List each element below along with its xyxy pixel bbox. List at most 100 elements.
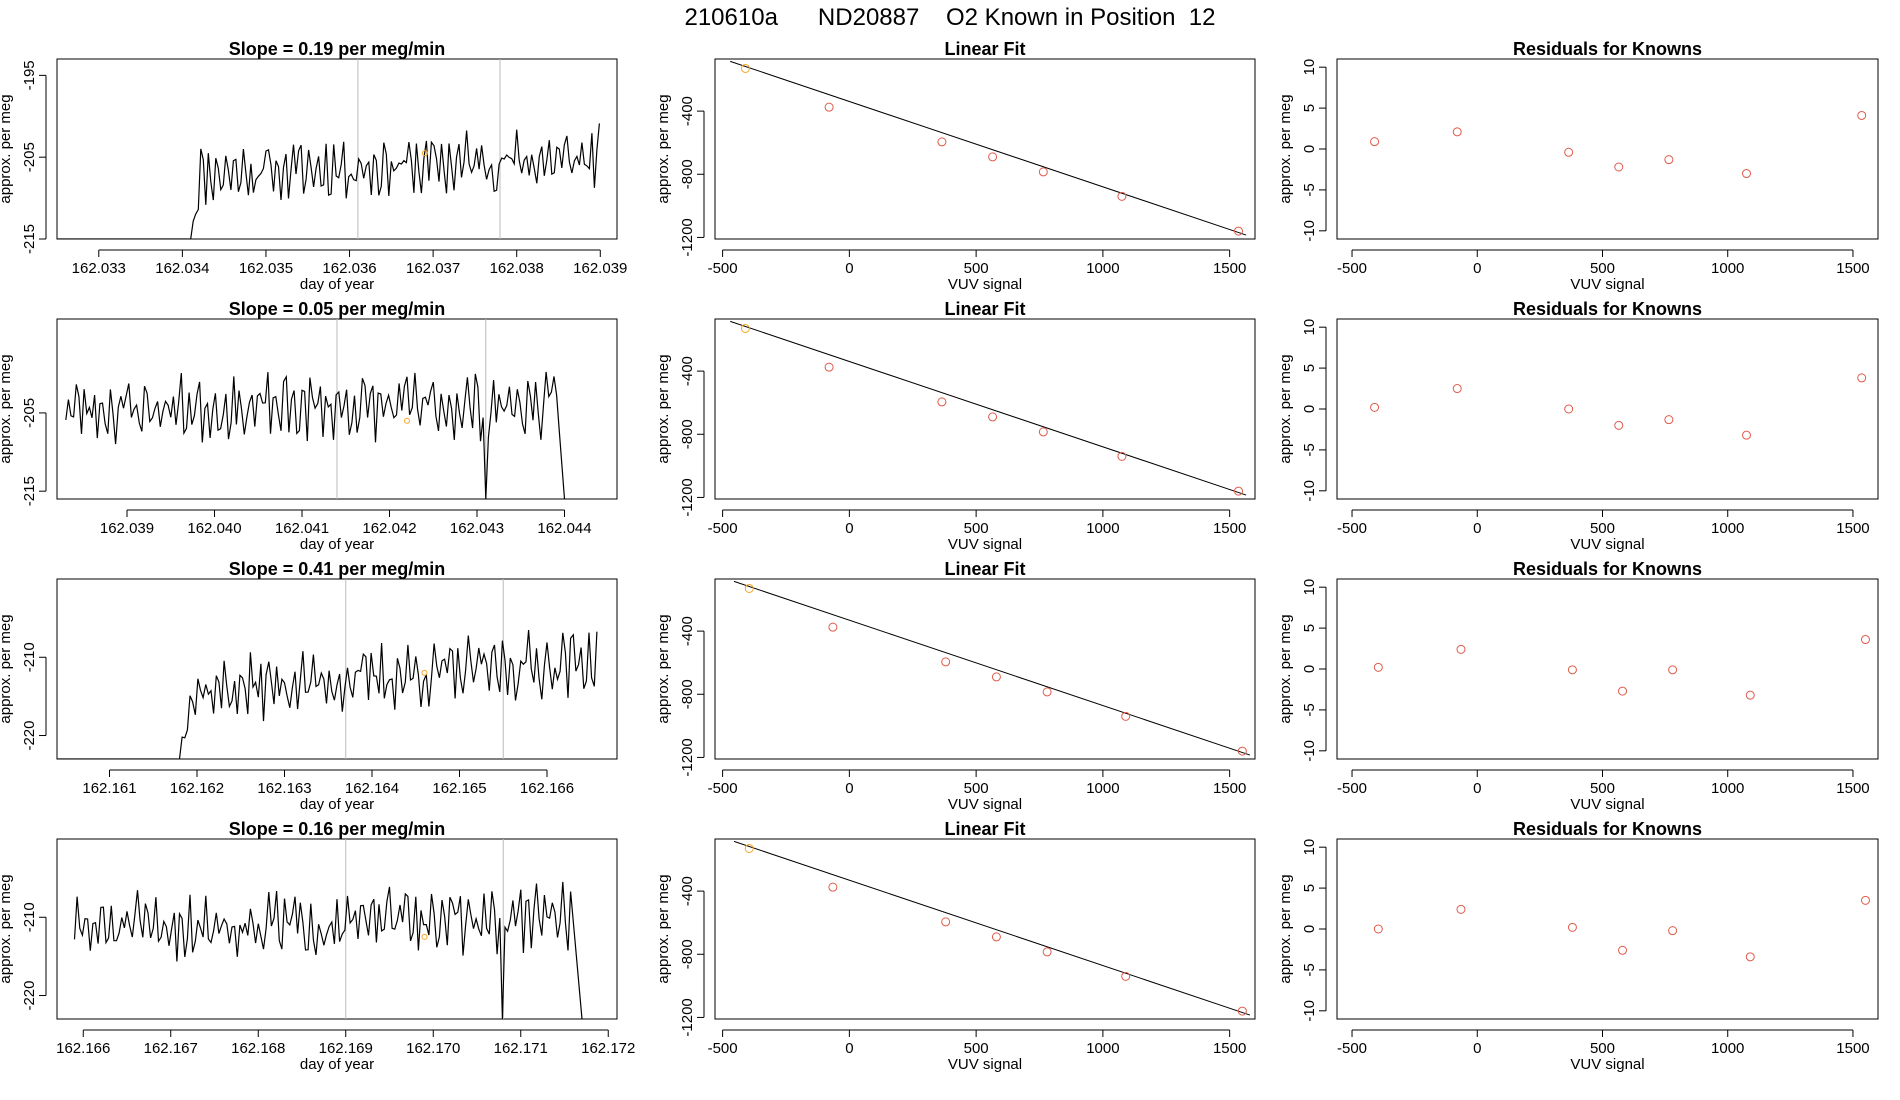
- x-tick-label: 162.040: [187, 520, 241, 537]
- known-point: [1564, 404, 1574, 414]
- x-tick-label: 500: [1590, 1040, 1615, 1057]
- x-tick-label: 162.041: [275, 520, 329, 537]
- signal-trace: [65, 371, 566, 499]
- current-sample-point: [740, 323, 750, 333]
- y-axis-label: approx. per meg: [1277, 614, 1294, 723]
- x-tick-label: 1000: [1086, 1040, 1119, 1057]
- panel-3: Slope = 0.16 per meg/min 162.166 162.167 16…: [0, 819, 635, 1073]
- x-tick-label: -500: [708, 1040, 738, 1057]
- x-tick-label: 162.043: [450, 520, 504, 537]
- x-tick-label: 162.169: [319, 1040, 373, 1057]
- y-tick-label: -215: [21, 224, 38, 254]
- y-tick-label: 10: [1301, 319, 1318, 336]
- x-tick-label: 1500: [1213, 780, 1246, 797]
- plot-frame: [1336, 58, 1879, 240]
- y-axis-label: approx. per meg: [1277, 94, 1294, 203]
- y-tick-label: -400: [679, 356, 696, 386]
- x-axis-label: day of year: [300, 796, 374, 813]
- known-point: [828, 882, 838, 892]
- plot-frame: [1336, 838, 1879, 1020]
- known-point: [824, 102, 834, 112]
- known-point: [991, 932, 1001, 942]
- panel-title: Linear Fit: [944, 559, 1025, 579]
- x-tick-label: 0: [845, 520, 853, 537]
- current-sample-marker: [421, 933, 428, 940]
- known-point: [1664, 155, 1674, 165]
- x-tick-label: 1000: [1086, 780, 1119, 797]
- y-tick-label: -1200: [679, 218, 696, 256]
- y-tick-label: -215: [21, 476, 38, 506]
- x-tick-label: 162.168: [231, 1040, 285, 1057]
- x-tick-label: 162.172: [581, 1040, 635, 1057]
- known-point: [1614, 162, 1624, 172]
- panel-title: Linear Fit: [944, 39, 1025, 59]
- y-tick-label: 0: [1301, 405, 1318, 413]
- x-tick-label: 162.039: [573, 260, 627, 277]
- known-point: [1857, 373, 1867, 383]
- plot-area: [57, 579, 598, 759]
- known-point: [988, 412, 998, 422]
- page-title: 210610a ND20887 O2 Known in Position 12: [684, 4, 1216, 31]
- panel-title: Slope = 0.16 per meg/min: [229, 819, 446, 839]
- panel-title: Residuals for Knowns: [1513, 819, 1702, 839]
- y-tick-label: 5: [1301, 104, 1318, 112]
- panel-title: Residuals for Knowns: [1513, 299, 1702, 319]
- current-sample-point: [740, 63, 750, 73]
- plot-frame: [714, 318, 1256, 500]
- x-tick-label: 162.170: [406, 1040, 460, 1057]
- current-sample-marker: [421, 669, 428, 676]
- y-tick-label: -5: [1301, 443, 1318, 456]
- y-tick-label: -205: [21, 398, 38, 428]
- x-tick-label: 1500: [1213, 260, 1246, 277]
- x-axis-label: VUV signal: [948, 536, 1022, 553]
- signal-trace: [57, 629, 598, 759]
- plot-area: [730, 320, 1247, 496]
- known-point: [1370, 402, 1380, 412]
- panel-title: Linear Fit: [944, 299, 1025, 319]
- panel-8: Residuals for Knowns -500 0 500 1000 1500 VUV …: [1277, 39, 1879, 293]
- panel-6: Linear Fit -500 0 500 1000 1500 VUV signal -120…: [655, 559, 1256, 813]
- x-tick-label: 1000: [1711, 520, 1744, 537]
- x-tick-label: 1000: [1086, 520, 1119, 537]
- y-tick-label: -195: [21, 60, 38, 90]
- x-axis-label: VUV signal: [1570, 1056, 1644, 1073]
- known-point: [1564, 147, 1574, 157]
- x-tick-label: 500: [1590, 780, 1615, 797]
- plot-area: [73, 839, 583, 1019]
- known-point: [1117, 451, 1127, 461]
- x-axis-label: day of year: [300, 1056, 374, 1073]
- x-axis-label: day of year: [300, 536, 374, 553]
- y-tick-label: -400: [679, 96, 696, 126]
- current-sample-point: [744, 843, 754, 853]
- y-tick-label: -800: [679, 939, 696, 969]
- x-tick-label: 162.039: [100, 520, 154, 537]
- panel-title: Residuals for Knowns: [1513, 559, 1702, 579]
- plot-area: [1373, 895, 1870, 962]
- x-tick-label: 1500: [1836, 1040, 1869, 1057]
- y-tick-label: -210: [21, 642, 38, 672]
- x-tick-label: -500: [1337, 520, 1367, 537]
- current-sample-point: [744, 583, 754, 593]
- fit-line: [733, 580, 1251, 756]
- x-tick-label: 0: [845, 260, 853, 277]
- x-tick-label: 500: [1590, 520, 1615, 537]
- signal-trace: [73, 881, 583, 1019]
- y-tick-label: 0: [1301, 665, 1318, 673]
- plot-frame: [714, 58, 1256, 240]
- plot-area: [730, 60, 1247, 236]
- x-axis-label: VUV signal: [948, 1056, 1022, 1073]
- y-tick-label: 0: [1301, 145, 1318, 153]
- plot-area: [733, 840, 1251, 1016]
- x-tick-label: 1000: [1086, 260, 1119, 277]
- x-tick-label: 1500: [1836, 260, 1869, 277]
- y-tick-label: -5: [1301, 183, 1318, 196]
- known-point: [1373, 662, 1383, 672]
- y-tick-label: -10: [1301, 480, 1318, 502]
- known-point: [1456, 904, 1466, 914]
- y-tick-label: -800: [679, 679, 696, 709]
- known-point: [1745, 952, 1755, 962]
- x-tick-label: 162.037: [406, 260, 460, 277]
- y-tick-label: -10: [1301, 1000, 1318, 1022]
- y-tick-label: -1200: [679, 738, 696, 776]
